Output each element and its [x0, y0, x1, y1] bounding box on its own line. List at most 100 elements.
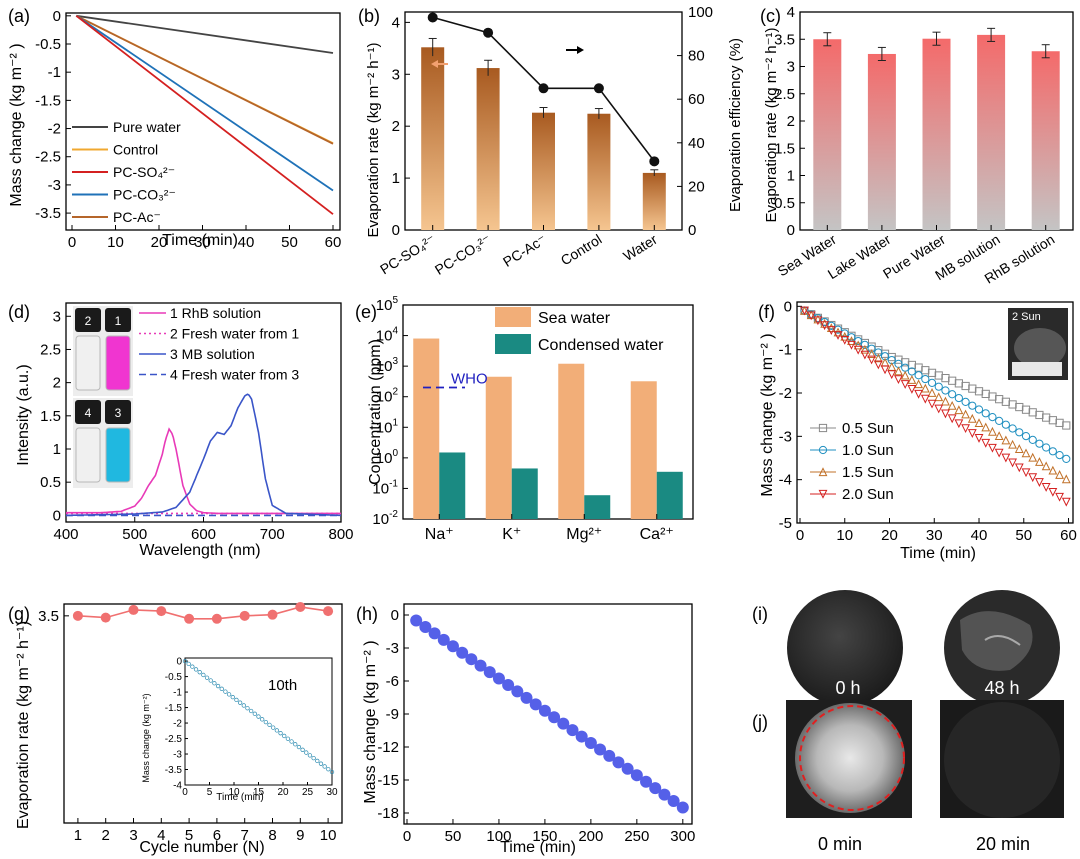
panel-g-inset-data-point [260, 717, 265, 722]
panel-f-data-point [873, 360, 883, 370]
panel-g-inset-xtick-label: 20 [277, 787, 289, 798]
panel-h-data-point [437, 633, 450, 646]
panel-label-c: (c) [760, 6, 781, 26]
panel-b-right-ytick-label: 100 [688, 4, 713, 21]
panel-e-bar [439, 452, 466, 519]
panel-f-data-point [948, 390, 957, 399]
panel-a-legend-label: PC-SO₄²⁻ [113, 164, 175, 180]
panel-f-data-point [914, 389, 924, 399]
panel-g-inset-data-point [282, 733, 287, 739]
panel-f-legend-label: 1.5 Sun [842, 464, 894, 481]
panel-f-data-point [947, 414, 957, 424]
panel-g-inset-data-point [329, 769, 335, 775]
panel-a-legend-label: Pure water [113, 119, 181, 135]
vial-cap [105, 400, 131, 424]
panel-b-xtick-label: PC-Ac⁻ [500, 231, 549, 270]
panel-h-xtick-label: 200 [578, 828, 603, 845]
panel-h-plot: 0 50 100 150 200 250 300 0 -3 -6 -9 -12 -15 -18 [377, 603, 695, 845]
vial-cap [75, 308, 101, 332]
panel-h-ylabel: Mass change (kg m⁻² ) [362, 640, 379, 803]
panel-d-ytick-label: 0.5 [40, 474, 61, 491]
panel-f-data-point [1014, 463, 1024, 473]
panel-f-data-point [994, 448, 1004, 458]
panel-f-data-point [907, 375, 917, 384]
panel-g-inset-data-point [190, 664, 195, 669]
panel-a-axes-frame [65, 12, 341, 231]
panel-a-xtick-label: 60 [325, 234, 342, 251]
panel-f-data-point [1055, 418, 1064, 427]
panel-e-xtick-label: Ca²⁺ [640, 526, 674, 543]
panel-f-data-point [974, 405, 984, 414]
panel-g-axes-frame [63, 603, 343, 824]
panel-e-bar [511, 468, 538, 519]
panel-f-data-point [934, 382, 943, 391]
panel-b-ytick-label: 1 [392, 170, 400, 187]
panel-f-data-point [941, 396, 950, 406]
panel-h-data-point [676, 801, 689, 814]
panel-f-data-point [1061, 474, 1071, 484]
panel-label-j: (j) [752, 712, 768, 732]
vial-label: 3 [115, 406, 122, 420]
panel-b-efficiency-point [483, 27, 494, 38]
panel-g-xtick-label: 2 [102, 827, 110, 844]
panel-f-data-point [995, 395, 1004, 404]
panel-h-data-point [520, 691, 533, 704]
panel-g-data-point [267, 609, 278, 620]
panel-i-photos: (i) 0 h 48 h [752, 590, 1060, 706]
panel-e-xtick-label: Mg²⁺ [566, 526, 602, 543]
panel-f-data-point [1048, 487, 1058, 497]
panel-f-data-point [1008, 424, 1017, 433]
panel-g-xtick-label: 7 [241, 827, 249, 844]
panel-e-legend-swatch [495, 307, 531, 327]
panel-f-data-point [974, 387, 984, 396]
panel-f-data-point [961, 397, 970, 406]
panel-g-inset-xlabel: Time (min) [216, 792, 263, 803]
panel-b-efficiency-point [649, 156, 660, 167]
panel-g-inset-data-point [208, 678, 213, 683]
panel-f-data-point [954, 379, 963, 388]
panel-f-data-point [920, 383, 930, 393]
photo-i-48h: 48 h [944, 590, 1060, 706]
panel-g-xtick-label: 6 [213, 827, 221, 844]
panel-g-inset-data-point [285, 736, 291, 741]
panel-g-inset-data-point [307, 753, 313, 758]
panel-g-data-point [72, 610, 83, 621]
panel-b-ytick-label: 4 [392, 14, 400, 31]
panel-g-inset-data-point [267, 722, 272, 728]
panel-h-data-point [483, 666, 496, 679]
panel-f-data-point [880, 357, 890, 367]
panel-b-xtick-label: Water [620, 231, 660, 264]
panel-g-inset-data-point [304, 750, 309, 755]
panel-a-ytick-label: -2.5 [35, 149, 61, 166]
photo-label-20min: 20 min [976, 834, 1030, 854]
panel-f-data-point [1048, 465, 1058, 475]
panel-f-data-point [920, 394, 930, 404]
panel-c-bar [867, 53, 896, 231]
panel-e-ytick-label: 105 [376, 295, 399, 314]
panel-g-inset-data-point [212, 681, 217, 686]
panel-f-data-point [1041, 483, 1051, 492]
panel-h-data-point [621, 762, 634, 775]
panel-f-legend-marker [818, 423, 828, 433]
panel-h-data-point [640, 775, 653, 788]
panel-f-data-point [1042, 443, 1051, 452]
panel-f-ytick-label: -5 [779, 515, 792, 532]
panel-g-series-line [77, 606, 329, 620]
panel-g-inset-data-point [182, 658, 188, 664]
panel-f-data-point [1001, 453, 1011, 463]
panel-f-data-point [954, 419, 964, 429]
panel-g-inset-ytick-label: -3.5 [165, 765, 183, 776]
panel-f-data-point [961, 381, 970, 391]
panel-b-xtick-label: Control [558, 231, 605, 268]
panel-a-plot: 0 10 20 30 40 50 60 0 -0.5 -1 -1.5 -2 -2.5 -3 -3.5 [35, 8, 341, 251]
panel-f-data-point [1041, 461, 1051, 471]
panel-g-inset-data-point [186, 661, 191, 667]
panel-a-series-line [75, 14, 334, 145]
panel-h-data-point [566, 724, 579, 737]
panel-b-xtick-label: PC-SO₄²⁻ [377, 231, 438, 277]
panel-a-ytick-label: -3 [48, 177, 61, 194]
panel-f-data-point [994, 431, 1004, 441]
panel-h-scatter-chart: (h) 0 50 100 150 200 250 300 0 -3 -6 -9 -12 -15 -18 T… [356, 603, 695, 856]
